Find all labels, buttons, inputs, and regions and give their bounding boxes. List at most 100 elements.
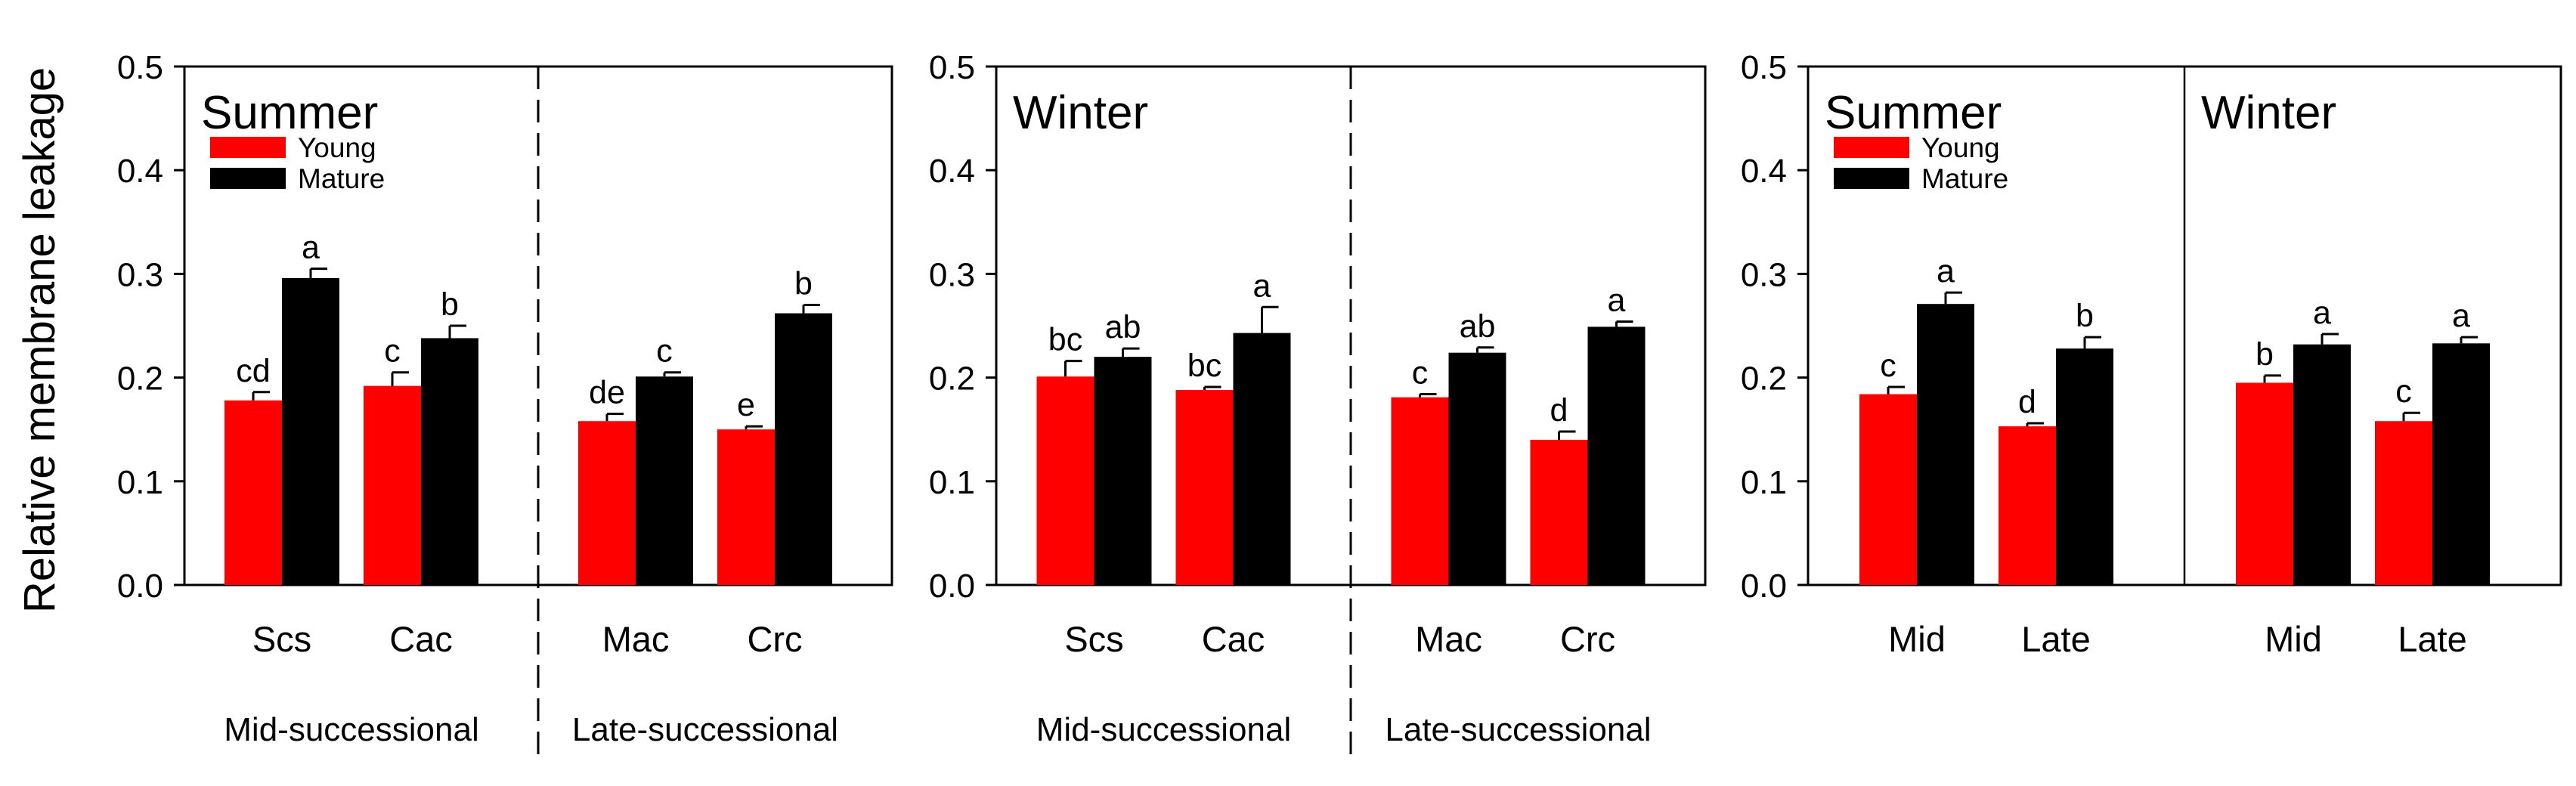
significance-label: a <box>302 230 320 266</box>
chart-panel-1: 0.00.10.20.30.40.5cdaScscbCacdecMacebCrc… <box>117 49 893 763</box>
legend-label: Young <box>1921 132 2000 163</box>
legend-label: Young <box>298 132 376 163</box>
legend-swatch-young <box>1834 137 1909 158</box>
x-group-label: Late-successional <box>1385 711 1651 748</box>
bar-mature <box>1917 304 1974 585</box>
y-tick-label: 0.2 <box>929 361 975 398</box>
chart-panels: 0.00.10.20.30.40.5cdaScscbCacdecMacebCrc… <box>117 49 2562 763</box>
significance-label: c <box>1412 355 1429 391</box>
bar-young <box>578 421 636 585</box>
x-category-label: Mid <box>2265 619 2322 659</box>
significance-label: bc <box>1187 348 1221 384</box>
bar-young <box>2375 421 2432 585</box>
significance-label: a <box>1253 268 1271 304</box>
x-category-label: Scs <box>1064 619 1123 659</box>
significance-label: de <box>589 375 625 411</box>
bar-mature <box>1233 333 1291 585</box>
significance-label: b <box>2076 298 2094 334</box>
significance-label: a <box>1937 253 1955 289</box>
bar-young <box>1036 376 1094 585</box>
significance-label: b <box>794 266 813 302</box>
x-category-label: Mac <box>1415 619 1482 659</box>
bar-mature <box>1587 326 1646 585</box>
y-tick-label: 0.0 <box>1741 568 1787 605</box>
y-tick-label: 0.3 <box>1741 256 1787 293</box>
y-tick-label: 0.2 <box>1741 361 1787 398</box>
panel-title: Summer <box>201 87 378 139</box>
bar-young <box>1530 439 1588 585</box>
significance-label: a <box>2452 298 2470 334</box>
significance-label: a <box>2313 295 2331 331</box>
legend-swatch-mature <box>210 168 286 189</box>
x-category-label: Crc <box>1560 619 1615 659</box>
bar-mature <box>1094 357 1152 585</box>
significance-label: b <box>441 286 459 323</box>
y-tick-label: 0.5 <box>117 49 163 86</box>
x-group-label: Late-successional <box>572 711 838 748</box>
y-tick-label: 0.1 <box>117 464 163 501</box>
significance-label: a <box>1608 283 1626 319</box>
x-category-label: Mid <box>1888 619 1946 659</box>
significance-label: ab <box>1460 308 1496 345</box>
bar-young <box>1391 397 1449 585</box>
y-tick-label: 0.0 <box>929 568 975 605</box>
x-category-label: Cac <box>389 619 453 659</box>
bar-young <box>224 400 282 585</box>
bar-mature <box>636 376 693 585</box>
significance-label: c <box>1880 348 1896 384</box>
panel-title-right: Winter <box>2201 87 2336 139</box>
y-tick-label: 0.3 <box>929 256 975 293</box>
significance-label: d <box>2018 384 2036 420</box>
x-category-label: Late <box>2398 619 2466 659</box>
bar-young <box>364 385 421 585</box>
significance-label: c <box>656 333 673 370</box>
bar-young <box>1999 426 2056 585</box>
legend-label: Mature <box>1921 163 2008 194</box>
x-category-label: Mac <box>602 619 670 659</box>
significance-label: ab <box>1105 309 1141 345</box>
bar-young <box>1859 394 1917 585</box>
x-category-label: Cac <box>1202 619 1265 659</box>
y-tick-label: 0.3 <box>117 256 163 293</box>
bar-mature <box>775 313 832 585</box>
x-category-label: Crc <box>747 619 802 659</box>
x-category-label: Scs <box>252 619 311 659</box>
panel-title: Winter <box>1013 87 1148 139</box>
bar-mature <box>2293 344 2351 585</box>
legend-label: Mature <box>298 163 385 194</box>
y-tick-label: 0.2 <box>117 361 163 398</box>
bar-mature <box>2432 343 2490 585</box>
bar-mature <box>1448 352 1506 585</box>
y-tick-label: 0.4 <box>929 153 975 190</box>
bar-young <box>717 429 775 585</box>
x-group-label: Mid-successional <box>1036 711 1291 748</box>
y-tick-label: 0.5 <box>1741 49 1787 86</box>
significance-label: bc <box>1048 322 1082 358</box>
bar-mature <box>2056 348 2113 585</box>
chart-panel-2: 0.00.10.20.30.40.5bc abScsbcaCaccabMacdaC… <box>929 49 1707 763</box>
y-axis-label: Relative membrane leakage <box>15 67 64 613</box>
bar-young <box>1175 390 1234 585</box>
y-tick-label: 0.1 <box>1741 464 1787 501</box>
y-tick-label: 0.0 <box>117 568 163 605</box>
legend-swatch-young <box>210 137 286 158</box>
significance-label: c <box>384 333 401 370</box>
panel-title: Summer <box>1825 87 2002 139</box>
x-group-label: Mid-successional <box>224 711 478 748</box>
legend-swatch-mature <box>1834 168 1909 189</box>
chart-panel-3: 0.0 0.1 0.2 0.3 0.4 0.5 c a Mid d b Late b a Mid c a Late… <box>1741 49 2562 659</box>
y-tick-label: 0.4 <box>117 153 163 190</box>
y-tick-label: 0.4 <box>1741 153 1787 190</box>
y-tick-label: 0.5 <box>929 49 975 86</box>
significance-label: c <box>2395 373 2412 410</box>
bar-mature <box>421 338 478 585</box>
significance-label: d <box>1550 392 1568 429</box>
x-category-label: Late <box>2021 619 2090 659</box>
bar-mature <box>282 277 339 585</box>
significance-label: e <box>737 387 755 423</box>
significance-label: cd <box>236 353 270 389</box>
significance-label: b <box>2256 336 2274 373</box>
